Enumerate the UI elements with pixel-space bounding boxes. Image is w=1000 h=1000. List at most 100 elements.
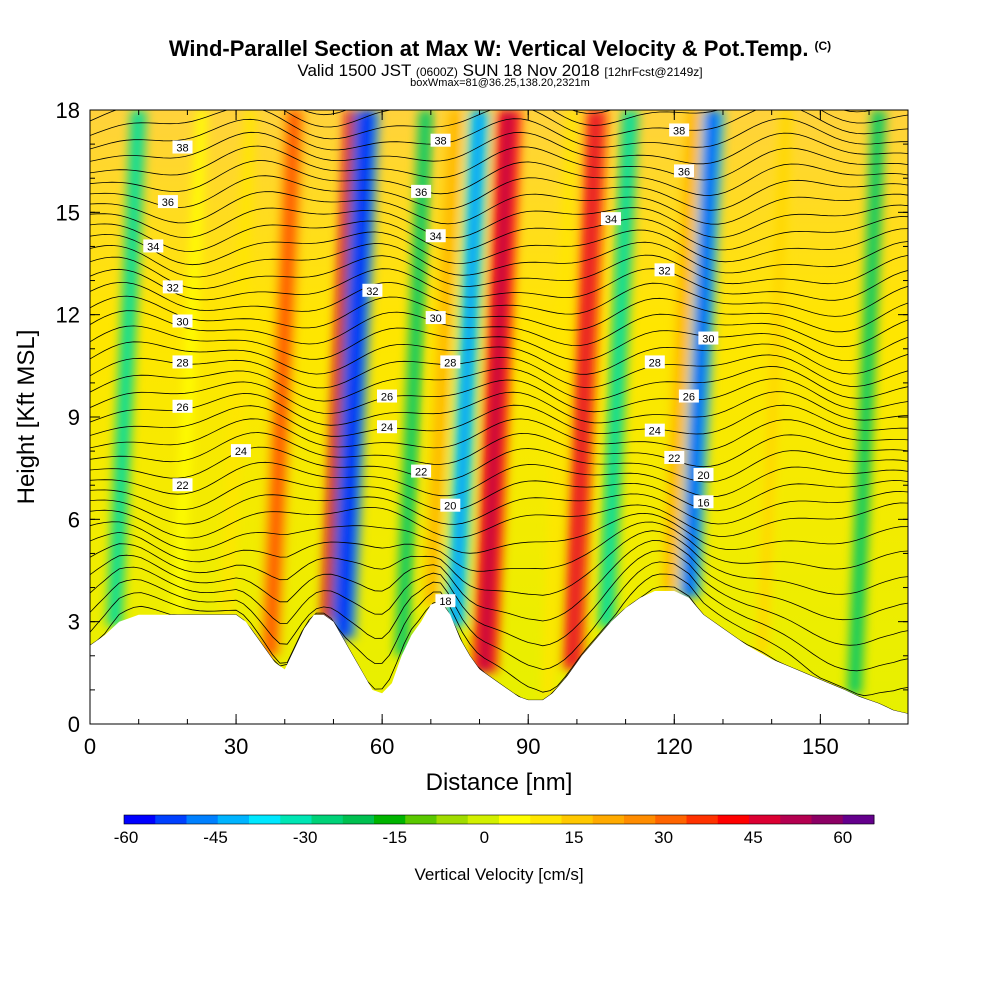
theta-label-bg <box>425 311 446 325</box>
theta-label-bg <box>172 140 193 154</box>
isentrope-line <box>90 131 908 165</box>
colorbar-swatch <box>780 815 812 824</box>
theta-label-text: 34 <box>430 231 442 243</box>
velocity-plume-core <box>265 110 299 656</box>
theta-label-text: 22 <box>668 453 680 465</box>
isentrope-line <box>90 216 908 252</box>
isentrope-line <box>90 281 908 317</box>
x-tick-label: 0 <box>84 734 96 759</box>
theta-label-bg <box>674 164 695 178</box>
velocity-plume-core <box>337 110 373 639</box>
isentrope-line <box>90 268 908 301</box>
isentrope-line <box>90 561 908 672</box>
theta-label-bg <box>377 389 398 403</box>
isentrope-line <box>90 490 908 525</box>
colorbar-tick-label: 60 <box>833 828 852 847</box>
theta-label: 30 <box>425 311 446 325</box>
theta-label-bg <box>230 444 251 458</box>
theta-label: 36 <box>674 164 695 178</box>
theta-label-text: 36 <box>162 197 174 209</box>
theta-label-bg <box>644 355 665 369</box>
theta-label-bg <box>377 420 398 434</box>
valid-date: SUN 18 Nov 2018 <box>462 61 600 80</box>
theta-label-text: 26 <box>176 402 188 414</box>
x-axis-label: Distance [nm] <box>426 769 573 796</box>
theta-label-bg <box>600 212 621 226</box>
theta-label-text: 16 <box>697 497 709 509</box>
isentrope-line <box>90 477 908 512</box>
theta-label: 20 <box>440 498 461 513</box>
colorbar-swatch <box>842 815 875 824</box>
isentrope-line <box>90 404 908 437</box>
theta-label-text: 38 <box>434 136 446 148</box>
colorbar-swatch <box>186 815 219 824</box>
isentrope-line <box>90 573 908 697</box>
y-tick-label: 9 <box>68 405 80 430</box>
theta-label-bg <box>172 314 193 328</box>
colorbar-tick-label: -60 <box>114 828 139 847</box>
isentrope-line <box>90 325 908 362</box>
colorbar-swatch <box>311 815 344 824</box>
theta-label-bg <box>678 389 699 403</box>
theta-label: 32 <box>162 280 183 294</box>
colorbar-swatch <box>436 815 469 824</box>
chart-title-text: Wind-Parallel Section at Max W: Vertical… <box>168 36 809 61</box>
theta-label-text: 26 <box>381 392 393 404</box>
velocity-plume-core <box>602 110 635 628</box>
theta-label-bg <box>693 467 714 481</box>
isentrope-line <box>90 175 908 211</box>
isentrope-line <box>90 550 908 647</box>
y-tick-label: 12 <box>56 303 80 328</box>
theta-label: 28 <box>440 355 461 369</box>
theta-label-bg <box>425 229 446 243</box>
colorbar-swatch <box>749 815 781 824</box>
isentrope-line <box>90 446 908 483</box>
y-tick-label: 0 <box>68 712 80 737</box>
x-tick-label: 120 <box>656 734 693 759</box>
theta-label-text: 18 <box>439 596 451 608</box>
isentrope-line <box>90 341 908 375</box>
theta-label-bg <box>698 331 719 345</box>
isentrope-line <box>90 254 908 290</box>
y-axis-label: Height [Kft MSL] <box>13 330 40 505</box>
velocity-plume-core <box>758 110 790 654</box>
theta-label-text: 32 <box>366 286 378 298</box>
colorbar-swatch <box>217 815 250 824</box>
x-tick-label: 30 <box>224 734 248 759</box>
theta-label: 36 <box>411 184 432 199</box>
isentrope-line <box>90 366 908 402</box>
terrain-mask <box>90 591 908 724</box>
theta-label: 36 <box>157 195 178 209</box>
velocity-plume-core <box>544 110 575 697</box>
plot-area: 38 36 34 32 30 28 26 24 22 32 26 24 22 20 18 38 36 34 30 28… <box>90 110 908 724</box>
isentrope-line <box>90 310 908 348</box>
theta-label-bg <box>430 133 451 147</box>
y-tick-label: 15 <box>56 200 80 225</box>
theta-label: 34 <box>143 239 164 253</box>
isentrope-line <box>90 204 908 239</box>
theta-label-bg <box>172 355 193 369</box>
velocity-plume-core <box>450 110 485 627</box>
colorbar-tick-label: 15 <box>565 828 584 847</box>
theta-label: 26 <box>678 389 699 404</box>
chart-subtitle: Valid 1500 JST (0600Z) SUN 18 Nov 2018 [… <box>0 61 1000 81</box>
theta-label-text: 24 <box>381 422 393 434</box>
colorbar-swatch <box>499 815 531 824</box>
isentrope-line <box>90 228 908 266</box>
theta-label-bg <box>664 450 685 464</box>
x-tick-label: 90 <box>516 734 540 759</box>
isentrope-line <box>90 241 908 278</box>
colorbar-frame <box>123 814 875 825</box>
colorbar-label: Vertical Velocity [cm/s] <box>414 865 583 884</box>
theta-label-text: 34 <box>605 214 617 226</box>
theta-label-bg <box>162 280 183 294</box>
velocity-plume-core <box>110 110 143 627</box>
theta-label: 34 <box>600 212 621 226</box>
theta-label-bg <box>362 283 383 297</box>
theta-label-text: 22 <box>415 467 427 479</box>
theta-label-text: 34 <box>147 241 159 253</box>
colorbar-swatch <box>717 815 750 824</box>
colorbar-swatch <box>686 815 719 824</box>
theta-label: 28 <box>644 355 665 369</box>
